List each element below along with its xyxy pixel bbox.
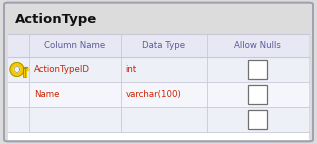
Bar (8, 107, 309, 132)
Text: Column Name: Column Name (44, 41, 106, 50)
Polygon shape (10, 62, 24, 76)
Bar (248, 60, 267, 79)
Bar (8, 57, 309, 82)
Text: varchar(100): varchar(100) (126, 90, 181, 99)
FancyBboxPatch shape (4, 3, 313, 141)
Text: Name: Name (34, 90, 59, 99)
Text: Allow Nulls: Allow Nulls (235, 41, 281, 50)
Text: ActionTypeID: ActionTypeID (34, 65, 90, 74)
Bar (248, 85, 267, 104)
Text: int: int (126, 65, 137, 74)
Text: ActionType: ActionType (15, 13, 97, 26)
Text: Data Type: Data Type (142, 41, 185, 50)
Bar (8, 34, 309, 57)
Bar (248, 110, 267, 129)
Bar (8, 82, 309, 107)
Bar (8, 34, 309, 140)
Polygon shape (14, 67, 20, 72)
